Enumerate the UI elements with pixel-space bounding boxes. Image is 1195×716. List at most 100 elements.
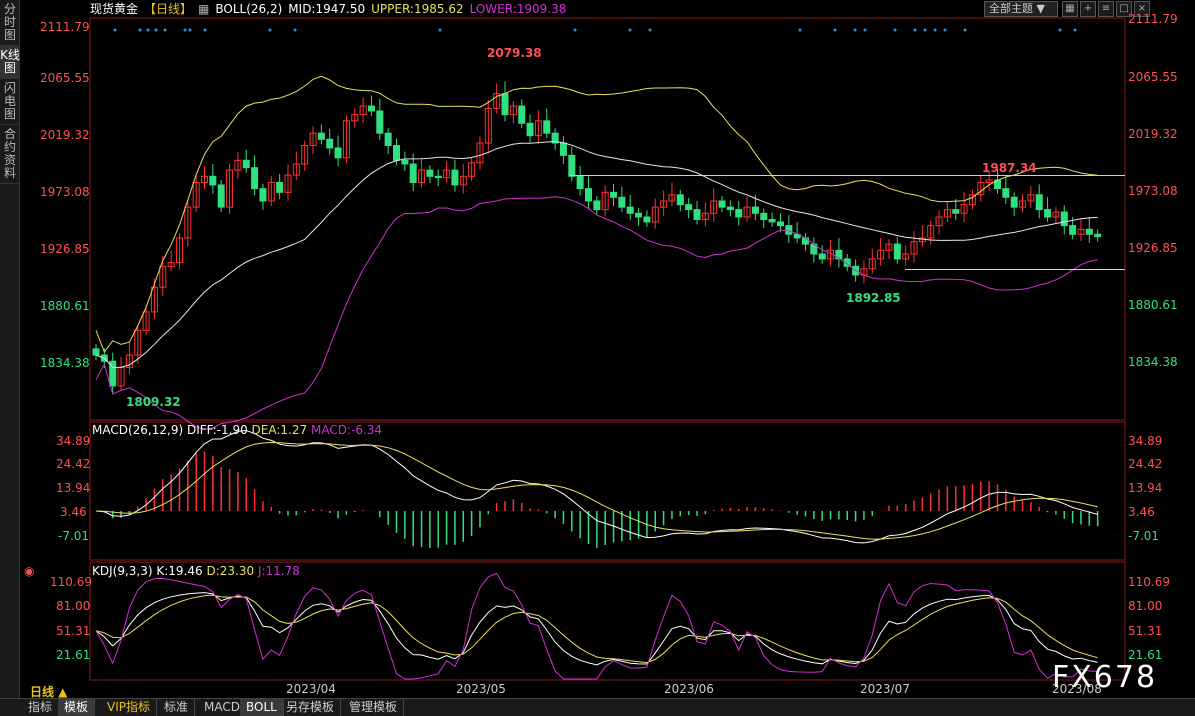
price-panel-frame bbox=[89, 17, 1126, 421]
candle-body bbox=[443, 169, 451, 179]
kdj-panel-frame bbox=[89, 561, 1126, 681]
candle-body bbox=[501, 93, 509, 116]
candle-body bbox=[1044, 209, 1052, 218]
signal-dot bbox=[913, 28, 917, 32]
x-tick: 2023/08 bbox=[1052, 682, 1102, 696]
candle-body bbox=[668, 194, 676, 202]
candle-body bbox=[960, 204, 968, 214]
candle-body bbox=[434, 175, 442, 179]
candle-body bbox=[484, 108, 492, 144]
candle-body bbox=[618, 196, 626, 208]
candle-body bbox=[893, 243, 901, 260]
candle-body bbox=[534, 120, 542, 137]
candle-body bbox=[167, 262, 175, 267]
tab-flash[interactable]: 闪电图 bbox=[0, 79, 20, 125]
candle-body bbox=[1060, 211, 1068, 227]
window-icon[interactable]: □ bbox=[1116, 1, 1132, 17]
theme-select[interactable]: 全部主题 ▼ bbox=[984, 1, 1058, 17]
candle-body bbox=[409, 163, 417, 183]
signal-dot bbox=[1058, 28, 1062, 32]
candle-body bbox=[685, 204, 693, 211]
candle-body bbox=[693, 209, 701, 220]
candle-body bbox=[142, 311, 150, 331]
boll-lower: LOWER:1909.38 bbox=[469, 2, 567, 16]
boll-upper: UPPER:1985.62 bbox=[371, 2, 464, 16]
low-annotation: 1809.32 bbox=[126, 395, 181, 409]
macd-left-tick: -7.01 bbox=[58, 529, 90, 543]
boll-mid-line bbox=[95, 140, 1098, 368]
candle-body bbox=[551, 132, 559, 144]
candle-body bbox=[1069, 225, 1077, 235]
signal-dot bbox=[648, 28, 652, 32]
tab-boll[interactable]: BOLL bbox=[240, 699, 284, 716]
grid-icon[interactable]: ▦ bbox=[1062, 1, 1078, 17]
candle-body bbox=[267, 181, 275, 202]
candle-body bbox=[392, 144, 400, 161]
kdj-tick: 110.69 bbox=[1128, 575, 1170, 589]
left-price-tick: 1926.85 bbox=[40, 242, 90, 256]
candle-body bbox=[351, 114, 359, 122]
price-tick: 1880.61 bbox=[1128, 298, 1178, 312]
macd-left-tick: 24.42 bbox=[56, 457, 91, 471]
signal-dot bbox=[893, 28, 897, 32]
candle-body bbox=[635, 212, 643, 218]
bottom-tab-bar: 指标 模板 VIP指标 标准 MACD BOLL 另存模板 管理模板 bbox=[0, 698, 1195, 716]
tab-manage-template[interactable]: 管理模板 bbox=[343, 699, 405, 716]
candle-body bbox=[676, 194, 684, 206]
candle-body bbox=[935, 216, 943, 227]
kdj-tick: 51.31 bbox=[1128, 624, 1163, 638]
tab-indicators[interactable]: 指标 bbox=[22, 699, 60, 716]
candle-body bbox=[317, 132, 325, 140]
tab-kline[interactable]: K线图 bbox=[0, 46, 20, 79]
signal-dot bbox=[293, 28, 297, 32]
tab-contract-info[interactable]: 合约资料 bbox=[0, 125, 20, 184]
settings-icon[interactable]: ▦ bbox=[198, 2, 210, 16]
tab-save-template[interactable]: 另存模板 bbox=[280, 699, 342, 716]
candle-body bbox=[476, 142, 484, 164]
candle-body bbox=[927, 225, 935, 239]
macd-left-tick: 34.89 bbox=[56, 434, 91, 448]
signal-dot bbox=[438, 28, 442, 32]
kdj-left-tick: 21.61 bbox=[56, 648, 91, 662]
candle-body bbox=[309, 132, 317, 146]
signal-dot bbox=[183, 28, 187, 32]
kdj-tick: 81.00 bbox=[1128, 599, 1163, 613]
left-price-tick: 2111.79 bbox=[40, 20, 90, 34]
left-price-tick: 1973.08 bbox=[40, 185, 90, 199]
candle-body bbox=[384, 132, 392, 146]
tab-vip-indicators[interactable]: VIP指标 bbox=[101, 699, 157, 716]
signal-dot bbox=[573, 28, 577, 32]
left-price-tick: 2065.55 bbox=[40, 71, 90, 85]
candle-body bbox=[968, 194, 976, 206]
list-icon[interactable]: ≡ bbox=[1098, 1, 1114, 17]
candle-body bbox=[651, 206, 659, 223]
recent-high-annotation: 1987.34 bbox=[982, 161, 1037, 175]
plus-icon[interactable]: + bbox=[1080, 1, 1096, 17]
period-label: 【日线】 bbox=[144, 2, 193, 16]
record-icon[interactable]: ◉ bbox=[24, 564, 35, 578]
candle-body bbox=[326, 138, 334, 149]
candle-body bbox=[276, 181, 284, 193]
candle-body bbox=[259, 188, 267, 202]
candle-body bbox=[92, 348, 100, 356]
high-annotation: 2079.38 bbox=[487, 46, 542, 60]
candle-body bbox=[718, 200, 726, 208]
tab-timeshare[interactable]: 分时图 bbox=[0, 0, 20, 46]
signal-dot bbox=[798, 28, 802, 32]
price-tick: 2019.32 bbox=[1128, 127, 1178, 141]
tab-templates[interactable]: 模板 bbox=[58, 699, 96, 716]
period-button[interactable]: 日线 ▲ bbox=[30, 685, 68, 699]
candle-body bbox=[1010, 196, 1018, 208]
candle-body bbox=[568, 154, 576, 177]
k-line bbox=[95, 592, 1098, 666]
tab-standard[interactable]: 标准 bbox=[158, 699, 196, 716]
candle-body bbox=[509, 105, 517, 116]
candle-body bbox=[626, 206, 634, 214]
signal-dot bbox=[628, 28, 632, 32]
close-icon[interactable]: × bbox=[1134, 1, 1150, 17]
macd-tick: -7.01 bbox=[1128, 529, 1160, 543]
kdj-header: KDJ(9,3,3) K:19.46 D:23.30 J:11.78 bbox=[92, 564, 300, 578]
signal-dot bbox=[113, 28, 117, 32]
candle-body bbox=[543, 120, 551, 134]
